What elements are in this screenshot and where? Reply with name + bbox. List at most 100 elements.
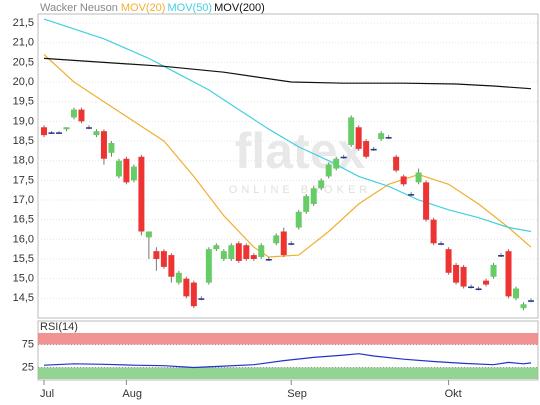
candle-body [93,131,100,136]
candle-body [370,148,377,151]
candle-body [385,137,392,139]
candle-body [363,141,370,157]
candle-body [483,280,490,285]
candle-body [333,158,340,169]
candle-body [445,249,452,273]
panel-title: RSI(14) [40,321,78,333]
candle-body [123,158,130,183]
legend-entry: MOV(20) [121,2,166,14]
candle-body [41,127,47,136]
x-tick-label: Sep [287,388,307,400]
y-tick-label: 16,5 [13,214,34,226]
candle-body [430,219,437,244]
candle-body [348,117,355,145]
candle-body [438,243,445,245]
candle-body [205,249,212,283]
candle-body [183,278,190,297]
main-frame [37,13,539,319]
y-tick-label: 17,0 [13,194,34,206]
y-tick-label: 19,0 [13,115,34,127]
series-line [43,57,532,90]
y-tick-label: 18,5 [13,135,34,147]
rsi-band [38,333,538,345]
candle-body [85,127,92,129]
y-tick-label: 15,5 [13,253,34,265]
candle-body [220,251,227,260]
candle-body [355,127,362,149]
y-tick-label: 21,5 [13,17,34,29]
candle-body [168,255,175,277]
candle-body [265,259,272,261]
watermark-sub: ONLINE BROKER [229,184,371,196]
candle-body [235,243,242,261]
candle-body [505,251,512,297]
candle-body [213,245,220,250]
candle-body [520,304,527,309]
candle-body [378,133,385,140]
y-tick-label: 21,0 [13,37,34,49]
candle-body [115,160,122,177]
candle-body [400,176,407,185]
candle-body [468,286,475,289]
candle-body [70,109,77,118]
candle-body [475,288,482,291]
candle-body [160,251,167,267]
candle-body [288,243,295,245]
candle-body [190,282,197,307]
candle-body [48,132,55,134]
candle-body [453,264,460,283]
candle-body [393,156,400,171]
rsi-frame [37,320,539,381]
legend-entry: MOV(200) [214,2,265,14]
candle-body [340,156,347,159]
y-tick-label: 15,0 [13,273,34,285]
y-tick-label: 75 [22,338,34,350]
y-tick-label: 16,0 [13,233,34,245]
candle-body [228,245,235,260]
candle-body [138,156,145,232]
candle-body [130,166,137,181]
legend-entry: MOV(50) [167,2,212,14]
y-tick-label: 20,0 [13,76,34,88]
candle-body [250,255,257,260]
candle-body [295,211,302,228]
candle-body [415,172,422,183]
candle-body [303,196,310,212]
candle-body [318,180,325,189]
x-tick-label: Okt [445,388,462,400]
candle-body [145,231,152,238]
candle-body [513,288,520,299]
y-tick-label: 17,5 [13,174,34,186]
x-tick-label: Jul [40,388,54,400]
candle-body [273,235,280,244]
y-tick-label: 20,5 [13,56,34,68]
candle-body [490,264,497,277]
candle-body [423,182,430,220]
y-tick-label: 25 [22,361,34,373]
candle-body [153,251,160,260]
y-tick-label: 14,5 [13,292,34,304]
candle-body [108,142,115,153]
series-line [43,18,532,233]
candle-body [175,272,182,283]
series-line [43,353,532,369]
candle-body [55,132,62,134]
candle-body [280,231,287,256]
candle-body [460,266,467,287]
candle-body [100,131,107,159]
x-tick-label: Aug [122,388,142,400]
chart-title: Wacker Neuson [40,2,118,14]
candle-body [243,245,250,260]
candle-body [325,164,332,177]
rsi-band [38,367,538,379]
candle-body [498,255,505,257]
y-tick-label: 19,5 [13,96,34,108]
candle-body [408,194,415,196]
candle-body [528,300,534,302]
watermark: flatex [235,123,366,179]
candle-body [258,245,265,258]
candle-body [63,127,70,130]
candle-body [198,298,205,300]
candle-body [78,109,85,122]
